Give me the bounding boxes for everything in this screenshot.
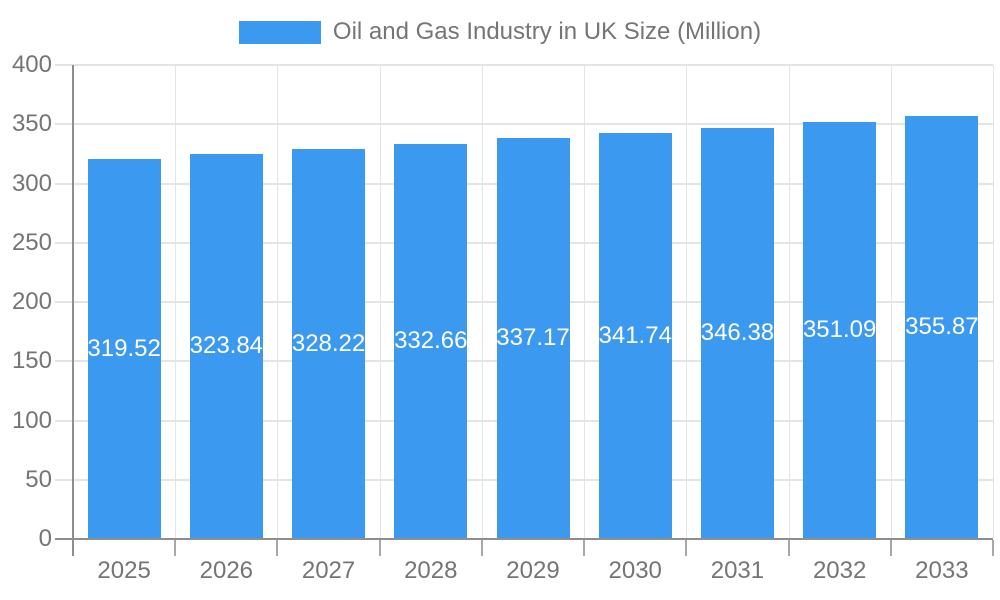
v-gridline [175,65,176,538]
bar-2033[interactable]: 355.87 [905,116,979,538]
bar-value-label: 319.52 [87,334,161,362]
bar-2032[interactable]: 351.09 [802,121,877,538]
x-axis-tick [174,540,176,556]
y-axis-label: 100 [11,406,52,434]
y-axis-label: 200 [11,288,52,315]
x-axis-tick [890,540,892,556]
x-axis-tick [481,540,483,556]
v-gridline [891,65,892,538]
bar-value-label: 346.38 [700,318,775,346]
bar-value-label: 351.09 [802,315,877,343]
v-gridline [686,65,687,538]
x-axis-label-2028: 2028 [404,557,458,584]
x-axis-label-2029: 2029 [506,557,560,584]
y-axis-label: 350 [11,110,52,138]
x-axis-tick [685,540,687,556]
h-gridline [55,123,993,126]
legend-swatch-icon [238,20,321,44]
x-axis-tick [788,540,790,556]
y-axis-line [72,65,74,556]
y-axis-label: 300 [11,169,52,197]
x-axis-tick [72,540,74,556]
x-axis-tick [379,540,381,556]
v-gridline [993,65,994,538]
bar-value-label: 332.66 [394,326,468,354]
v-gridline [482,65,483,538]
x-axis-label-2033: 2033 [915,557,969,584]
v-gridline [789,65,790,538]
x-axis-label-2032: 2032 [812,557,867,584]
bar-2030[interactable]: 341.74 [599,133,672,538]
x-axis-label-2030: 2030 [608,557,662,584]
bar-value-label: 341.74 [598,321,672,349]
h-gridline [55,64,993,66]
bar-value-label: 337.17 [496,324,570,352]
bar-2031[interactable]: 346.38 [700,127,775,538]
v-gridline [380,65,381,538]
chart-legend[interactable]: Oil and Gas Industry in UK Size (Million… [0,18,1000,46]
v-gridline [277,65,278,538]
y-axis-label: 0 [38,525,52,552]
x-axis-label-2025: 2025 [97,557,151,584]
bar-2025[interactable]: 319.52 [87,159,161,538]
x-axis-tick [992,540,994,556]
x-axis-tick [276,540,278,556]
y-axis-label: 400 [11,51,52,78]
bar-2028[interactable]: 332.66 [394,143,468,538]
bar-2029[interactable]: 337.17 [496,138,570,538]
legend-label: Oil and Gas Industry in UK Size (Million… [332,18,762,45]
y-axis-label: 50 [25,465,52,493]
bar-2027[interactable]: 328.22 [292,149,365,538]
x-axis-label-2031: 2031 [710,557,765,584]
bar-value-label: 323.84 [189,332,264,360]
bar-2026[interactable]: 323.84 [190,154,263,538]
v-gridline [584,65,585,538]
x-axis-tick [583,540,585,556]
plot-area: 319.52 323.84 328.22 332.66 337.17 341.74 346.… [55,64,994,540]
y-axis-label: 150 [11,347,52,375]
y-axis-label: 250 [11,228,52,256]
bar-value-label: 355.87 [905,313,979,341]
x-axis-label-2027: 2027 [301,557,356,584]
x-axis-line [55,538,993,540]
bar-value-label: 328.22 [291,329,366,357]
x-axis-label-2026: 2026 [199,557,254,584]
